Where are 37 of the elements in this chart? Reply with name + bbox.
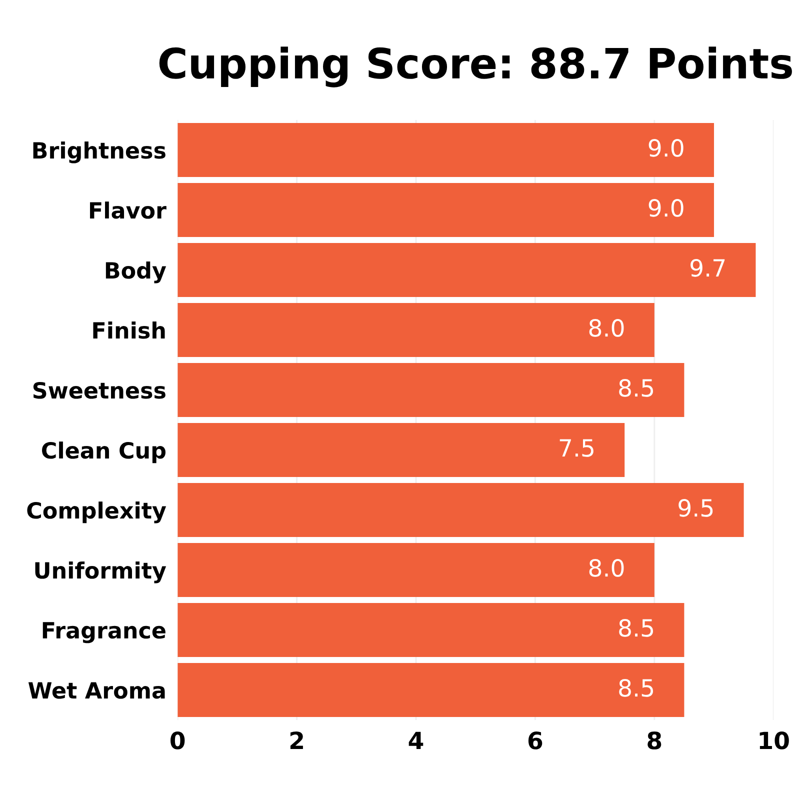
data-label: 8.5 [619,378,654,397]
x-tick-label: 0 [170,732,185,750]
x-tick-label: 2 [290,732,303,750]
bar [178,363,684,417]
y-tick-label: Complexity [27,502,166,524]
data-label: 8.0 [589,558,624,577]
bar [178,483,744,537]
chart-title: Cupping Score: 88.7 Points [159,46,792,88]
x-tick-label: 4 [408,732,424,750]
data-label: 8.0 [589,318,624,337]
x-tick-label: 8 [648,732,662,750]
data-label: 8.5 [619,678,654,697]
bar [178,243,756,297]
data-label: 8.5 [619,618,654,637]
y-tick-label: Flavor [90,202,166,219]
y-tick-label: Finish [93,322,165,339]
bar [178,303,654,357]
y-tick-label: Wet Aroma [28,682,165,699]
bar [178,663,684,717]
bar [178,603,684,657]
bar [178,183,714,237]
data-label: 9.5 [678,498,713,517]
y-tick-label: Body [106,262,166,284]
x-tick-label: 10 [760,732,789,750]
y-tick-label: Uniformity [35,562,166,584]
bar [178,123,714,177]
bar [178,543,654,597]
y-tick-label: Fragrance [42,622,166,644]
data-label: 9.0 [648,138,684,157]
y-tick-label: Sweetness [33,382,166,399]
data-label: 9.7 [690,258,725,277]
x-tick-label: 6 [528,732,542,750]
y-tick-label: Brightness [33,142,166,164]
data-label: 9.0 [648,198,684,217]
data-label: 7.5 [560,439,594,457]
bar [178,423,625,477]
y-tick-label: Clean Cup [42,442,166,464]
